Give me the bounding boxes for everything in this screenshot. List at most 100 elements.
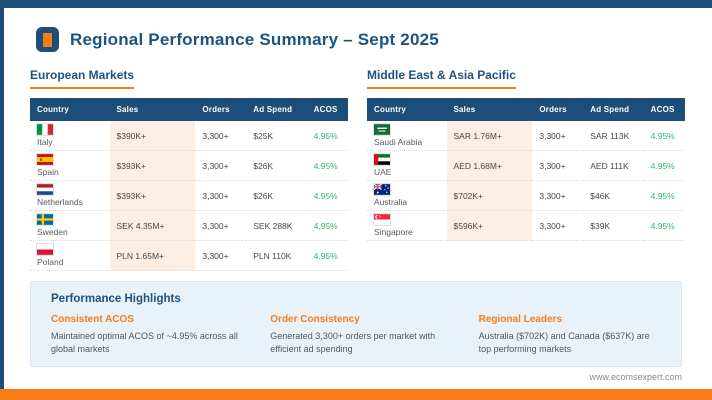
- highlight-heading: Regional Leaders: [478, 314, 562, 325]
- highlights-title: Performance Highlights: [51, 293, 181, 305]
- ad-spend-cell: $26K: [246, 180, 307, 211]
- highlight-regional-leaders: Regional Leaders Australia ($702K) and C…: [479, 314, 661, 355]
- country-cell: Saudi Arabia: [367, 121, 447, 151]
- table-row: Singapore $596K+ 3,300+ $39K 4.95%: [367, 210, 685, 241]
- logo-icon: [36, 27, 59, 52]
- table-row: Australia $702K+ 3,300+ $46K 4.95%: [367, 180, 685, 211]
- sales-cell: SEK 4.35M+: [109, 210, 196, 241]
- ad-spend-cell: $25K: [246, 121, 307, 151]
- acos-cell: 4.95%: [643, 210, 685, 241]
- sales-cell: AED 1.68M+: [446, 150, 533, 181]
- table-row: Poland PLN 1.65M+ 3,300+ PLN 110K 4.95%: [30, 240, 348, 271]
- flag-uae-icon: [373, 153, 391, 166]
- ad-spend-cell: SAR 113K: [583, 121, 644, 151]
- orders-cell: 3,300+: [195, 121, 247, 151]
- bottom-accent-bar: [0, 389, 712, 400]
- country-name: Italy: [37, 137, 53, 147]
- column-header: Country: [30, 98, 110, 121]
- flag-poland-icon: [36, 243, 54, 256]
- sales-cell: $596K+: [446, 210, 533, 241]
- table-header-row: Country Sales Orders Ad Spend ACOS: [30, 98, 348, 121]
- table-row: Saudi Arabia SAR 1.76M+ 3,300+ SAR 113K …: [367, 121, 685, 151]
- ad-spend-cell: AED 111K: [583, 150, 644, 181]
- flag-spain-icon: [36, 153, 54, 166]
- middle-east-asia-pacific-table: Country Sales Orders Ad Spend ACOS Saudi Ara…: [367, 98, 685, 241]
- orders-cell: 3,300+: [195, 210, 247, 241]
- website-url: www.ecomsexpert.com: [589, 372, 682, 382]
- column-header: ACOS: [306, 98, 348, 121]
- table-row: Sweden SEK 4.35M+ 3,300+ SEK 288K 4.95%: [30, 210, 348, 241]
- column-header: Ad Spend: [583, 98, 644, 121]
- highlight-text: Australia ($702K) and Canada ($637K) are…: [478, 331, 650, 354]
- performance-highlights-panel: Performance Highlights Consistent ACOS M…: [30, 281, 682, 367]
- tables-area: European Markets Country Sales Orders Ad Sp…: [30, 66, 685, 271]
- column-header: Sales: [109, 98, 196, 121]
- country-name: Saudi Arabia: [374, 137, 423, 147]
- country-cell: Netherlands: [30, 180, 110, 211]
- acos-cell: 4.95%: [643, 180, 685, 211]
- country-cell: Sweden: [30, 210, 110, 241]
- acos-cell: 4.95%: [306, 121, 348, 151]
- country-cell: Australia: [367, 180, 447, 211]
- sales-cell: $390K+: [109, 121, 196, 151]
- column-header: Country: [367, 98, 447, 121]
- flag-netherlands-icon: [36, 183, 54, 196]
- acos-cell: 4.95%: [306, 150, 348, 181]
- acos-cell: 4.95%: [306, 180, 348, 211]
- highlight-consistent-acos: Consistent ACOS Maintained optimal ACOS …: [51, 314, 244, 355]
- left-accent-bar: [0, 0, 4, 389]
- country-name: Spain: [37, 167, 59, 177]
- flag-italy-icon: [36, 123, 54, 136]
- orders-cell: 3,300+: [532, 180, 584, 211]
- orders-cell: 3,300+: [195, 240, 247, 271]
- ad-spend-cell: SEK 288K: [246, 210, 307, 241]
- highlight-order-consistency: Order Consistency Generated 3,300+ order…: [270, 314, 452, 355]
- country-cell: Poland: [30, 240, 110, 271]
- top-accent-bar: [0, 0, 712, 8]
- sales-cell: $393K+: [109, 150, 196, 181]
- flag-singapore-icon: [373, 213, 391, 226]
- column-header: Ad Spend: [246, 98, 307, 121]
- orders-cell: 3,300+: [532, 150, 584, 181]
- table-header-row: Country Sales Orders Ad Spend ACOS: [367, 98, 685, 121]
- acos-cell: 4.95%: [306, 240, 348, 271]
- orders-cell: 3,300+: [195, 180, 247, 211]
- header: Regional Performance Summary – Sept 2025: [36, 27, 439, 52]
- column-header: Orders: [195, 98, 247, 121]
- column-header: Orders: [532, 98, 584, 121]
- acos-cell: 4.95%: [306, 210, 348, 241]
- country-name: Netherlands: [37, 197, 83, 207]
- footer: www.ecomsexpert.com: [589, 367, 682, 385]
- ad-spend-cell: $26K: [246, 150, 307, 181]
- orders-cell: 3,300+: [532, 121, 584, 151]
- ad-spend-cell: $39K: [583, 210, 644, 241]
- column-header: Sales: [446, 98, 533, 121]
- highlight-heading: Consistent ACOS: [51, 314, 134, 325]
- column-header: ACOS: [643, 98, 685, 121]
- ad-spend-cell: $46K: [583, 180, 644, 211]
- highlight-text: Maintained optimal ACOS of ~4.95% across…: [51, 331, 238, 354]
- orders-cell: 3,300+: [195, 150, 247, 181]
- sales-cell: $702K+: [446, 180, 533, 211]
- ad-spend-cell: PLN 110K: [246, 240, 307, 271]
- highlight-text: Generated 3,300+ orders per market with …: [270, 331, 436, 354]
- flag-australia-icon: [373, 183, 391, 196]
- country-cell: Spain: [30, 150, 110, 181]
- highlight-heading: Order Consistency: [270, 314, 360, 325]
- country-name: Sweden: [37, 227, 68, 237]
- table-row: Italy $390K+ 3,300+ $25K 4.95%: [30, 121, 348, 151]
- section-title-european-markets: European Markets: [30, 68, 135, 89]
- section-middle-east-asia-pacific: Middle East & Asia Pacific Country Sales O…: [367, 66, 685, 271]
- country-cell: Italy: [30, 121, 110, 151]
- logo-inner-shape: [43, 32, 52, 47]
- section-title-middle-east-asia-pacific: Middle East & Asia Pacific: [367, 68, 516, 89]
- table-row: Netherlands $393K+ 3,300+ $26K 4.95%: [30, 180, 348, 211]
- country-name: Poland: [37, 257, 64, 267]
- european-markets-table: Country Sales Orders Ad Spend ACOS Italy $39…: [30, 98, 348, 271]
- table-row: UAE AED 1.68M+ 3,300+ AED 111K 4.95%: [367, 150, 685, 181]
- flag-saudi-arabia-icon: [373, 123, 391, 136]
- country-name: UAE: [374, 167, 392, 177]
- acos-cell: 4.95%: [643, 121, 685, 151]
- acos-cell: 4.95%: [643, 150, 685, 181]
